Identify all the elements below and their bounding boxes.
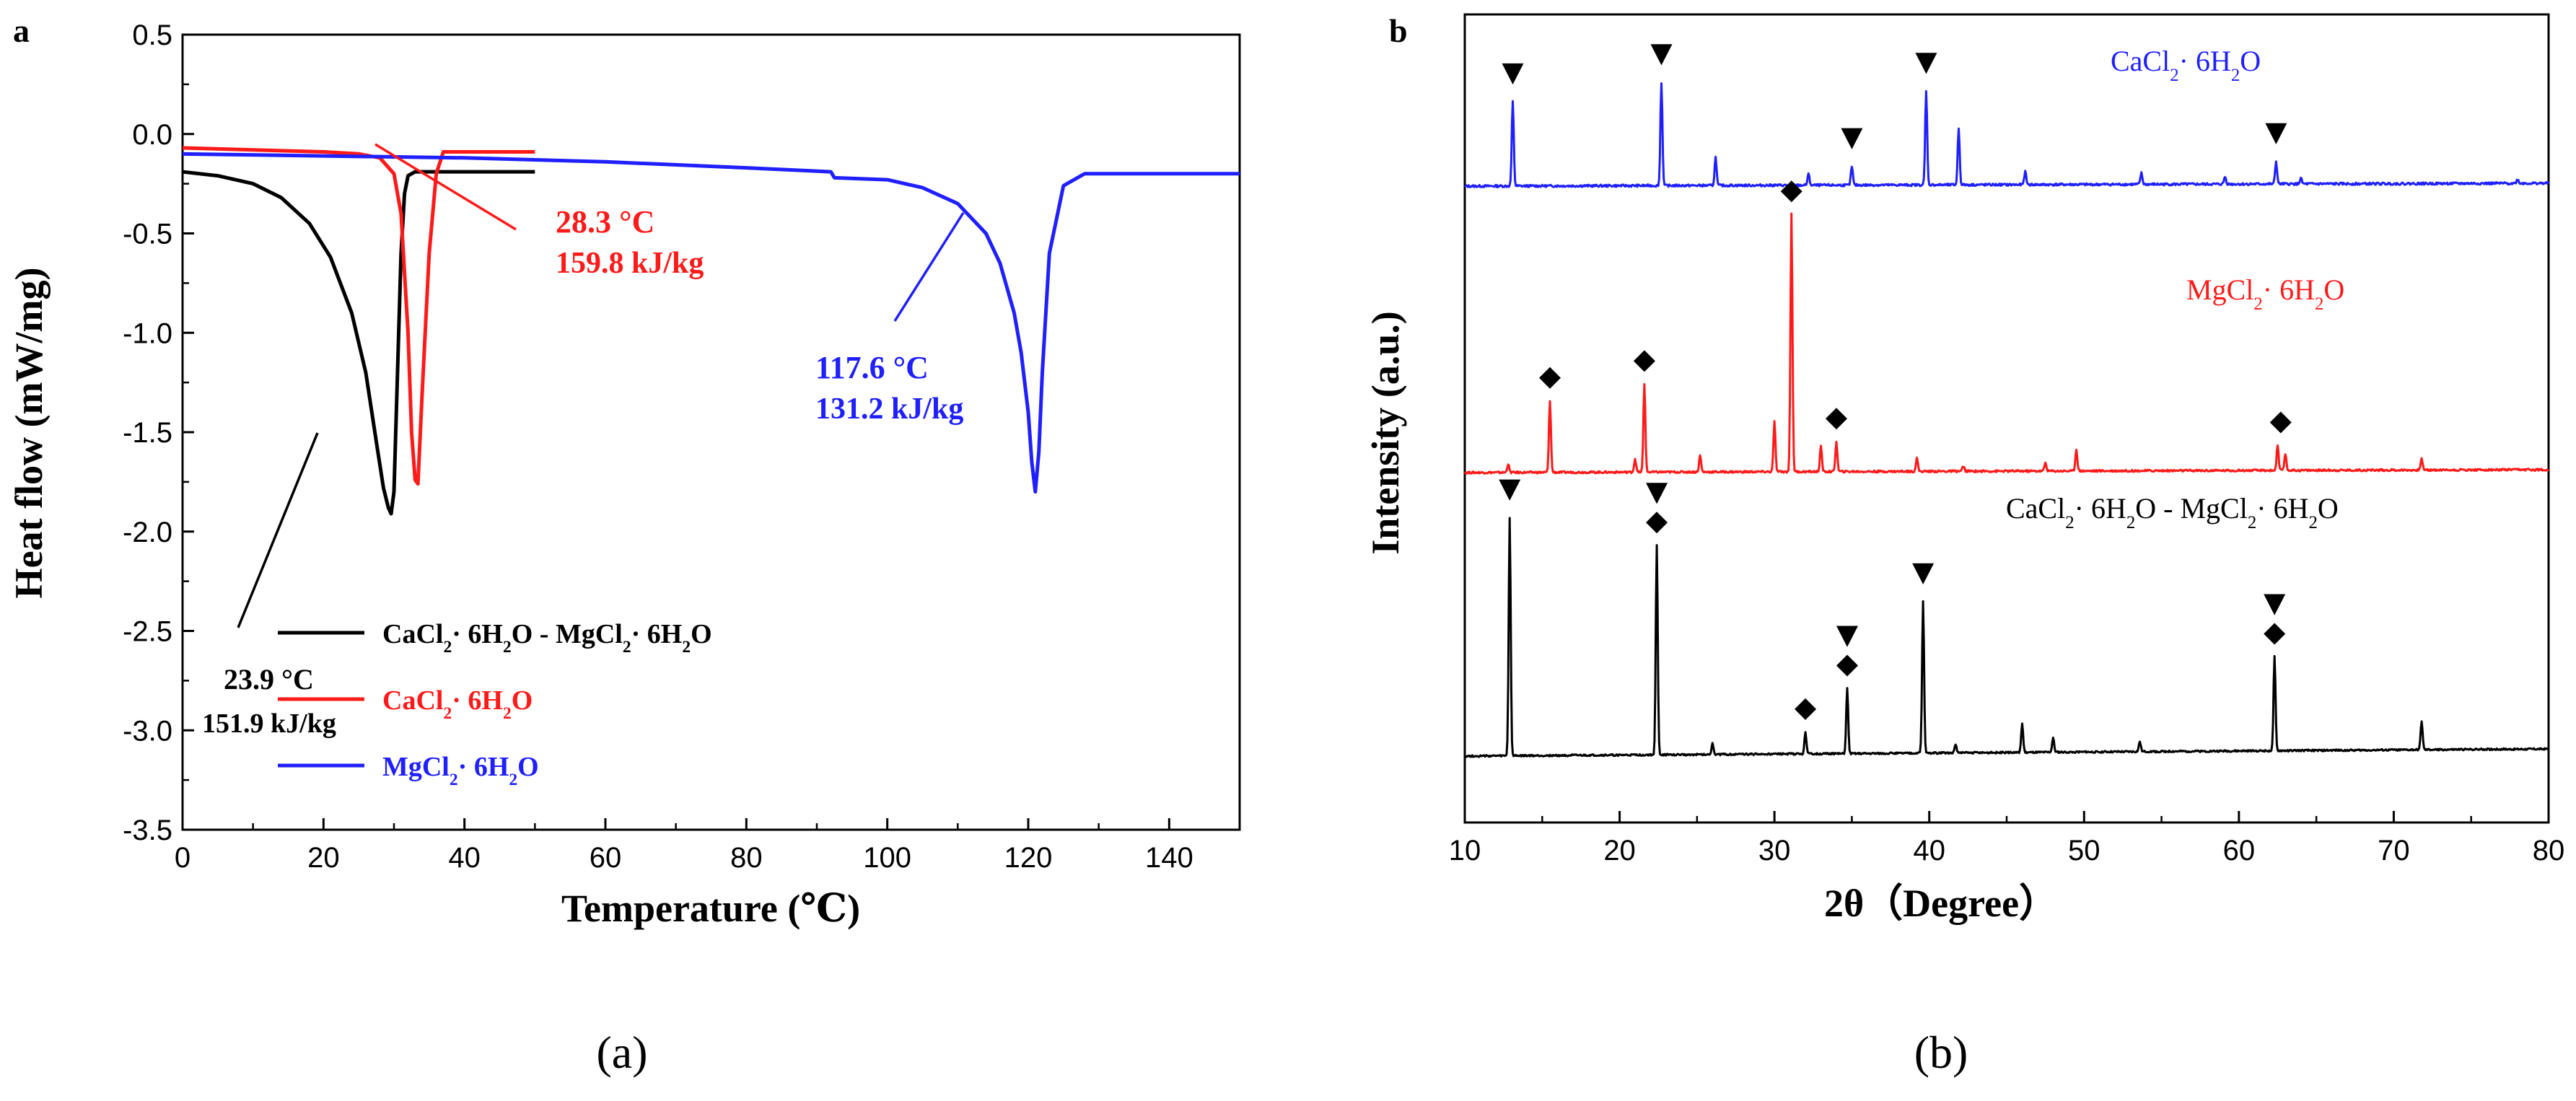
panel-b-diamond-marker: [1836, 654, 1858, 677]
panel-a-y-tick-label: -3.0: [123, 715, 172, 747]
panel-b-triangle-marker: [1502, 63, 1524, 85]
panel-a-annotation-leader: [237, 432, 319, 628]
panel-a-annotation-temp: 28.3 °C: [556, 204, 654, 240]
panel-b-series-label: CaCl2· 6H2O - MgCl2· 6H2O: [2006, 492, 2339, 532]
panel-a-annotation-enthalpy: 159.8 kJ/kg: [556, 247, 704, 280]
panel-b-diamond-marker: [1780, 180, 1802, 203]
panel-a-legend-label: CaCl2· 6H2O: [382, 685, 533, 723]
panel-b-triangle-marker: [1650, 44, 1673, 66]
panel-a-annotation-temp: 117.6 °C: [815, 350, 929, 385]
panel-a-x-tick-label: 100: [863, 842, 911, 874]
panel-b: b 10 20 30 40 50 60 70 80 CaCl2· 6H2O MgCl2· 6H2…: [1364, 12, 2564, 1078]
panel-a-x-tick-label: 120: [1004, 842, 1053, 874]
panel-a-x-tick-label: 20: [307, 842, 340, 874]
panel-b-series-label: CaCl2· 6H2O: [2111, 45, 2261, 85]
panel-b-diamond-marker: [1825, 408, 1847, 430]
panel-b-x-axis-label: 2θ（Degree）: [1824, 882, 2058, 925]
panel-a-y-tick-label: -1.5: [123, 417, 172, 449]
panel-b-series-label: MgCl2· 6H2O: [2186, 273, 2344, 314]
panel-b-triangle-marker: [2265, 123, 2287, 145]
panel-a-y-tick-label: -2.0: [123, 517, 172, 548]
panel-a-y-axis-label: Heat flow (mW/mg): [7, 268, 51, 599]
panel-b-diamond-marker: [2264, 623, 2286, 645]
panel-a-legend-label: CaCl2· 6H2O - MgCl2· 6H2O: [382, 619, 712, 657]
panel-a-letter: a: [13, 12, 30, 49]
panel-b-x-tick-label: 40: [1913, 835, 1945, 867]
panel-a-y-tick-label: -3.5: [123, 815, 172, 846]
panel-b-plot-frame: [1463, 13, 2550, 824]
panel-a-series-blue-line: [182, 152, 1240, 494]
panel-a-annotation-enthalpy: 131.2 kJ/kg: [815, 392, 963, 426]
panel-b-x-tick-label: 70: [2378, 835, 2410, 867]
panel-b-triangle-marker: [1915, 53, 1937, 74]
panel-b-x-tick-label: 20: [1603, 835, 1636, 867]
panel-b-pattern-red-line: [1463, 212, 2550, 475]
panel-a-annotation-leader: [374, 143, 517, 231]
panel-b-diamond-marker: [1646, 512, 1668, 534]
panel-a-series-red-line: [182, 146, 535, 486]
panel-b-y-axis-label: Intensity (a.u.): [1364, 311, 1407, 555]
panel-a-caption: (a): [596, 1027, 647, 1078]
panel-b-triangle-marker: [1841, 128, 1863, 149]
panel-b-x-tick-label: 30: [1758, 835, 1791, 867]
panel-a-y-tick-label: -0.5: [123, 219, 172, 250]
panel-b-x-tick-label: 10: [1449, 835, 1481, 867]
panel-b-pattern-black-line: [1464, 517, 2549, 758]
panel-b-diamond-marker: [1539, 367, 1561, 389]
panel-a-legend-label: MgCl2· 6H2O: [382, 752, 539, 789]
panel-b-triangle-marker: [1912, 563, 1935, 585]
panel-b-triangle-marker: [1836, 626, 1858, 647]
panel-a-y-tick-label: 0.0: [132, 119, 172, 151]
panel-a-x-tick-label: 80: [730, 842, 763, 874]
panel-a-annotation-enthalpy: 151.9 kJ/kg: [202, 709, 336, 739]
panel-b-diamond-marker: [2269, 411, 2292, 434]
panel-a-series-black-line: [182, 170, 535, 516]
panel-a-y-tick-label: -2.5: [123, 616, 172, 648]
panel-b-triangle-marker: [1646, 483, 1668, 504]
panel-a-annotation-temp: 23.9 °C: [224, 663, 314, 696]
panel-b-triangle-marker: [1499, 479, 1521, 501]
panel-b-x-tick-label: 80: [2533, 835, 2565, 867]
panel-b-triangle-marker: [2264, 594, 2286, 615]
panel-a-annotation-leader: [893, 212, 965, 322]
panel-b-pattern-blue-line: [1464, 82, 2550, 188]
panel-a-x-tick-label: 40: [448, 842, 481, 874]
panel-b-diamond-marker: [1795, 698, 1817, 720]
panel-a-y-tick-label: -1.0: [123, 317, 172, 349]
panel-a-x-tick-label: 0: [175, 842, 190, 874]
panel-a-x-tick-label: 60: [590, 842, 622, 874]
panel-a: a 0 20 40 60 80 100 120 140 0.5 0.0 -0.5 -1.0 -1.5 -2…: [7, 12, 1241, 1078]
panel-a-y-tick-label: 0.5: [132, 19, 172, 51]
panel-b-x-tick-label: 60: [2223, 835, 2256, 867]
panel-b-caption: (b): [1914, 1027, 1968, 1078]
panel-a-x-axis-label: Temperature (℃): [561, 887, 860, 930]
panel-b-diamond-marker: [1633, 350, 1655, 372]
panel-a-x-tick-label: 140: [1145, 842, 1193, 874]
panel-b-letter: b: [1389, 12, 1408, 49]
panel-b-x-tick-label: 50: [2068, 835, 2100, 867]
